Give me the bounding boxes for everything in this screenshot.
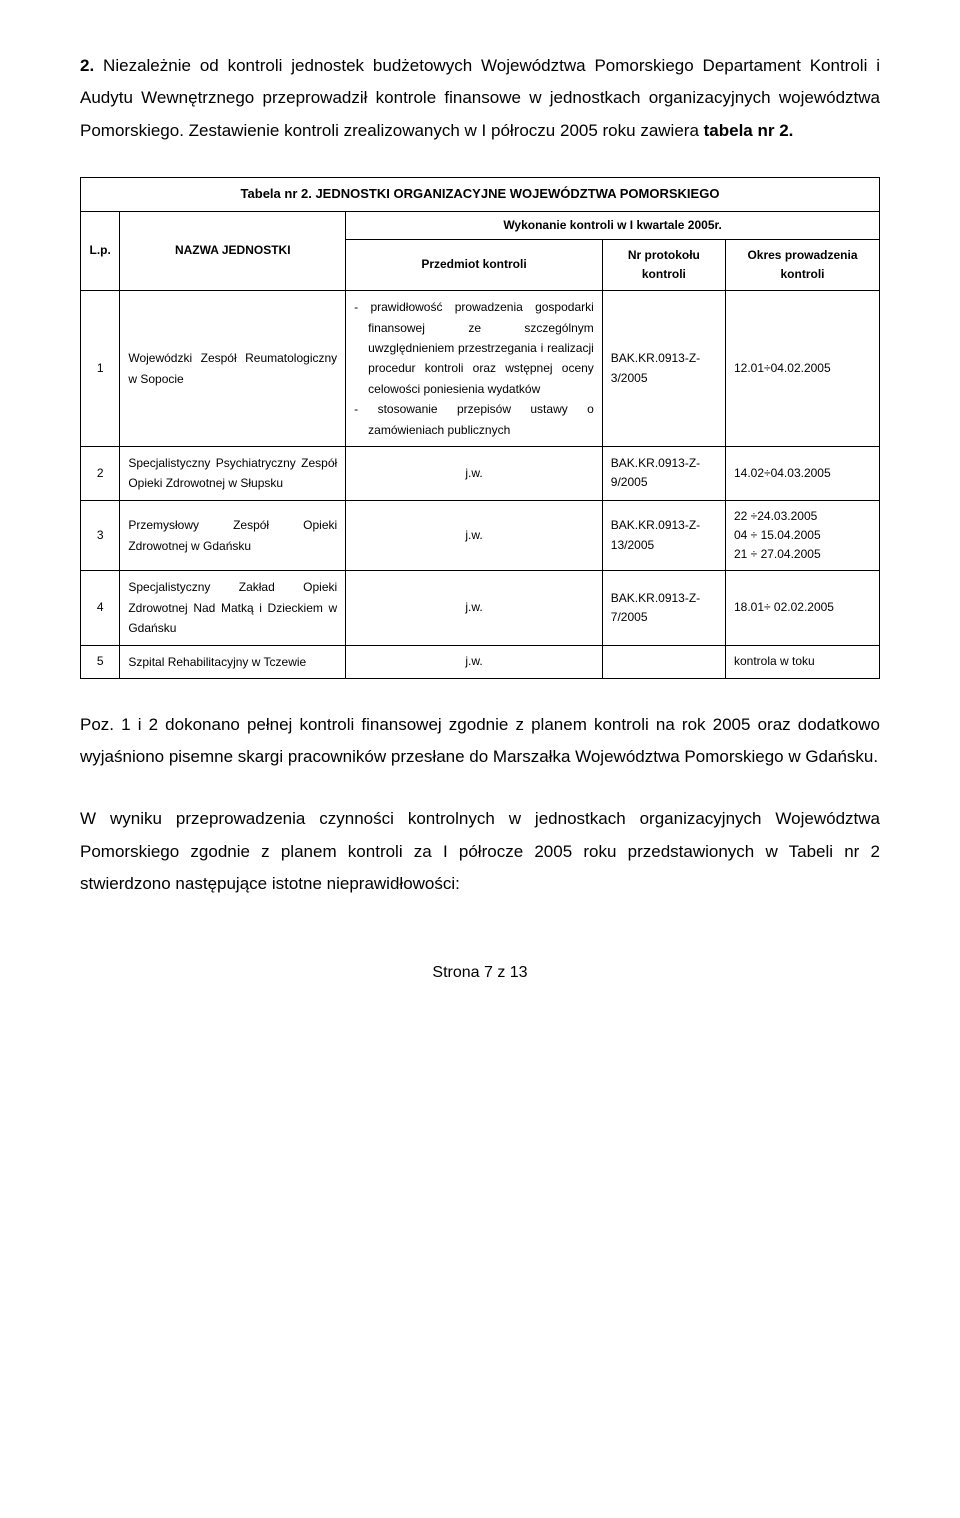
header-name: NAZWA JEDNOSTKI [120,211,346,291]
row-lp: 4 [81,571,120,645]
list-item: prawidłowość prowadzenia gospodarki fina… [354,297,594,399]
row-name: Specjalistyczny Psychiatryczny Zespół Op… [120,446,346,500]
table-caption: Tabela nr 2. JEDNOSTKI ORGANIZACYJNE WOJ… [81,177,880,211]
period-line: 22 ÷24.03.2005 [734,507,871,526]
header-protocol: Nr protokołu kontroli [602,239,725,290]
row-subject: j.w. [346,446,603,500]
table-row: 1 Wojewódzki Zespół Reumatologiczny w So… [81,291,880,447]
row-lp: 2 [81,446,120,500]
list-item: stosowanie przepisów ustawy o zamówienia… [354,399,594,440]
outro-paragraph-1: Poz. 1 i 2 dokonano pełnej kontroli fina… [80,709,880,774]
row-subject: j.w. [346,571,603,645]
table-row: 4 Specjalistyczny Zakład Opieki Zdrowotn… [81,571,880,645]
control-table: Tabela nr 2. JEDNOSTKI ORGANIZACYJNE WOJ… [80,177,880,679]
row-protocol: BAK.KR.0913-Z-7/2005 [602,571,725,645]
intro-number: 2. [80,56,94,75]
intro-paragraph: 2. Niezależnie od kontroli jednostek bud… [80,50,880,147]
table-row: 5 Szpital Rehabilitacyjny w Tczewie j.w.… [81,645,880,678]
row-name: Wojewódzki Zespół Reumatologiczny w Sopo… [120,291,346,447]
header-period: Okres prowadzenia kontroli [725,239,879,290]
row-lp: 1 [81,291,120,447]
period-line: 21 ÷ 27.04.2005 [734,545,871,564]
row-protocol [602,645,725,678]
row-name: Przemysłowy Zespół Opieki Zdrowotnej w G… [120,500,346,571]
row-subject: j.w. [346,645,603,678]
row-period: kontrola w toku [725,645,879,678]
table-row: 3 Przemysłowy Zespół Opieki Zdrowotnej w… [81,500,880,571]
row-period: 18.01÷ 02.02.2005 [725,571,879,645]
row-protocol: BAK.KR.0913-Z-3/2005 [602,291,725,447]
row-period: 12.01÷04.02.2005 [725,291,879,447]
table-row: 2 Specjalistyczny Psychiatryczny Zespół … [81,446,880,500]
header-subject: Przedmiot kontroli [346,239,603,290]
sub-caption: Wykonanie kontroli w I kwartale 2005r. [346,211,880,239]
row-protocol: BAK.KR.0913-Z-13/2005 [602,500,725,571]
row-subject: j.w. [346,500,603,571]
row-period: 22 ÷24.03.2005 04 ÷ 15.04.2005 21 ÷ 27.0… [725,500,879,571]
row-protocol: BAK.KR.0913-Z-9/2005 [602,446,725,500]
row-name: Specjalistyczny Zakład Opieki Zdrowotnej… [120,571,346,645]
row-name: Szpital Rehabilitacyjny w Tczewie [120,645,346,678]
intro-table-ref: tabela nr 2. [704,121,794,140]
outro-paragraph-2: W wyniku przeprowadzenia czynności kontr… [80,803,880,900]
page-footer: Strona 7 z 13 [80,960,880,986]
period-line: 04 ÷ 15.04.2005 [734,526,871,545]
header-lp: L.p. [81,211,120,291]
row-period: 14.02÷04.03.2005 [725,446,879,500]
row-subject-list: prawidłowość prowadzenia gospodarki fina… [354,297,594,440]
row-lp: 5 [81,645,120,678]
row-lp: 3 [81,500,120,571]
